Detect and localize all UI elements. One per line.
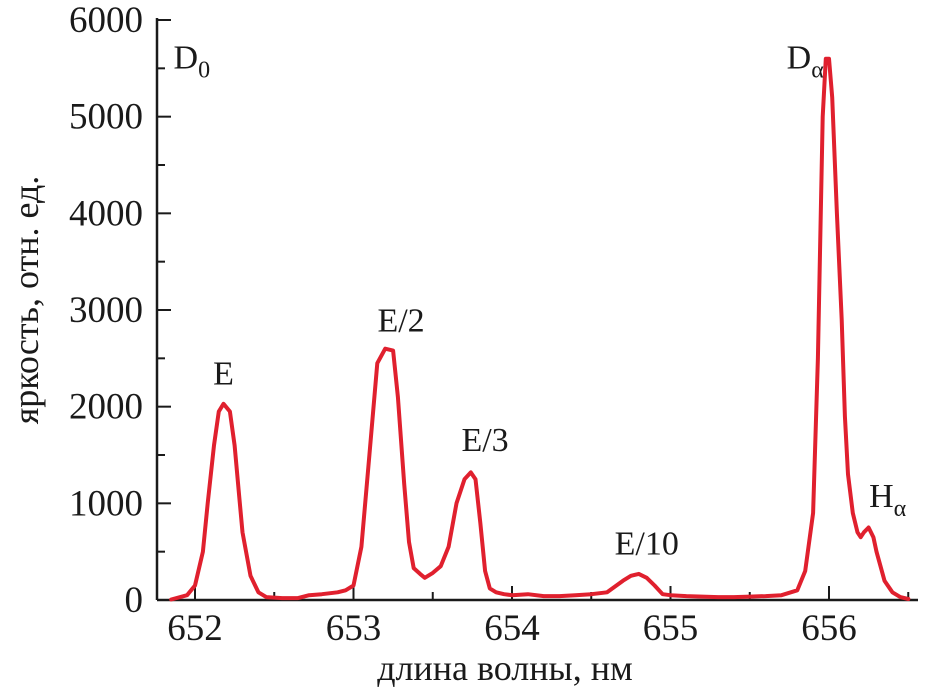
peak-label: E/2 [377,302,424,339]
axes [155,18,918,602]
ticks: 652 653 654 655 656 0 1000 2000 3000 4000 5000 6000 [69,0,910,649]
y-tick-label: 1000 [69,483,143,524]
peak-label: D0 [174,39,211,83]
y-tick-label: 3000 [69,290,143,331]
x-tick-label: 654 [484,608,540,649]
y-tick-label: 4000 [69,193,143,234]
x-tick-label: 655 [643,608,699,649]
y-tick-label: 6000 [69,0,143,41]
y-tick-label: 0 [125,580,144,621]
series-layer [169,56,911,602]
peak-label: Hα [869,478,907,522]
y-tick-label: 2000 [69,387,143,428]
peak-label: E [213,355,234,392]
x-tick-label: 656 [801,608,857,649]
spectrum-line [169,56,911,602]
y-axis-title: яркость, отн. ед. [6,176,46,425]
peak-label: Dα [787,39,825,83]
y-tick-label: 5000 [69,97,143,138]
peak-label: E/3 [461,422,508,459]
x-tick-label: 653 [326,608,382,649]
x-tick-label: 652 [167,608,223,649]
annotations: D0 E E/2 E/3 E/10 Dα Hα [174,39,907,562]
x-axis-title: длина волны, нм [377,648,633,688]
peak-label: E/10 [615,526,679,563]
